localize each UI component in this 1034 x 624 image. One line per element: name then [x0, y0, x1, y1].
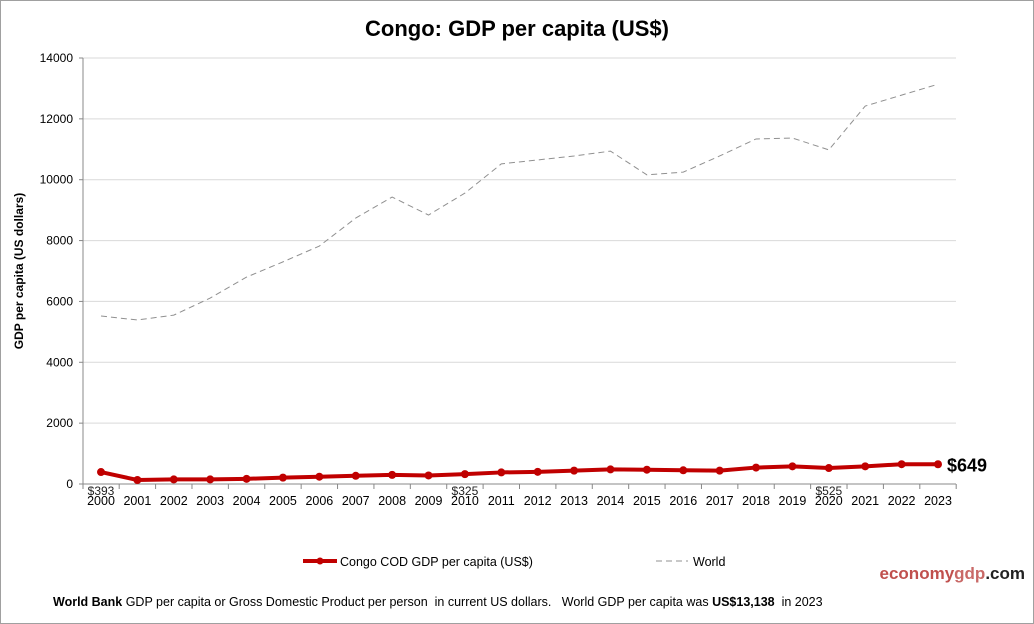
y-tick-label: 4000: [46, 355, 73, 369]
data-point-congo: [315, 472, 324, 481]
x-tick-label: 2012: [524, 494, 552, 508]
data-point-congo: [278, 473, 287, 482]
x-tick-label: 2003: [196, 494, 224, 508]
x-tick-label: 2002: [160, 494, 188, 508]
y-tick-label: 0: [66, 477, 73, 491]
data-point-congo: [715, 466, 724, 475]
y-tick-label: 8000: [46, 234, 73, 248]
data-point-congo: [861, 462, 870, 471]
data-label: $525: [815, 484, 842, 498]
x-tick-label: 2015: [633, 494, 661, 508]
x-tick-label: 2008: [378, 494, 406, 508]
data-point-congo: [570, 466, 579, 475]
data-point-congo: [424, 471, 433, 480]
brand-logo: economygdp.com: [880, 564, 1025, 584]
x-tick-label: 2010: [451, 494, 479, 508]
y-tick-label: 14000: [40, 51, 74, 65]
x-tick-label: 2011: [488, 494, 515, 508]
footer-text: in 2023: [774, 595, 823, 609]
chart-title: Congo: GDP per capita (US$): [365, 16, 669, 41]
data-point-congo: [206, 475, 215, 484]
data-point-congo: [497, 468, 506, 477]
data-point-congo: [897, 460, 906, 469]
data-point-congo: [788, 462, 797, 471]
footer-value: US$13,138: [712, 595, 775, 609]
data-point-congo: [934, 460, 942, 469]
data-point-congo: [533, 467, 542, 476]
data-point-congo: [133, 476, 142, 485]
x-tick-label: 2019: [779, 494, 807, 508]
legend-label-congo: Congo COD GDP per capita (US$): [340, 555, 533, 569]
data-label-last: $649: [947, 455, 987, 475]
data-point-congo: [606, 465, 615, 474]
x-tick-label: 2016: [669, 494, 697, 508]
data-point-congo: [460, 470, 469, 479]
y-tick-label: 6000: [46, 294, 73, 308]
footer-note: World Bank GDP per capita or Gross Domes…: [53, 595, 823, 609]
x-tick-label: 2013: [560, 494, 588, 508]
data-label: $325: [452, 484, 479, 498]
y-axis-label: GDP per capita (US dollars): [12, 193, 26, 350]
data-label: $393: [88, 484, 115, 498]
data-point-congo: [752, 463, 761, 472]
data-point-congo: [642, 465, 651, 474]
y-tick-label: 10000: [40, 173, 74, 187]
y-tick-label: 2000: [46, 416, 73, 430]
y-tick-label: 12000: [40, 112, 74, 126]
footer-source: World Bank: [53, 595, 123, 609]
brand-part: gdp: [954, 564, 986, 583]
x-tick-label: 2017: [706, 494, 734, 508]
x-tick-label: 2004: [233, 494, 261, 508]
x-tick-label: 2023: [924, 494, 952, 508]
x-tick-label: 2009: [415, 494, 443, 508]
x-tick-label: 2022: [888, 494, 916, 508]
x-tick-label: 2006: [305, 494, 333, 508]
x-tick-label: 2021: [851, 494, 879, 508]
brand-part: .com: [985, 564, 1025, 583]
x-tick-label: 2007: [342, 494, 370, 508]
x-tick-label: 2005: [269, 494, 297, 508]
legend-marker-congo: [316, 557, 324, 565]
x-tick-label: 2001: [123, 494, 151, 508]
data-point-congo: [388, 470, 397, 479]
series-line-congo: [100, 462, 939, 483]
legend-label-world: World: [693, 555, 725, 569]
x-tick-label: 2018: [742, 494, 770, 508]
data-point-congo: [679, 466, 688, 475]
data-point-congo: [351, 471, 360, 480]
data-point-congo: [97, 468, 105, 477]
x-tick-label: 2000: [87, 494, 115, 508]
data-point-congo: [169, 475, 178, 484]
data-point-congo: [242, 474, 251, 483]
x-tick-label: 2020: [815, 494, 843, 508]
footer-text: GDP per capita or Gross Domestic Product…: [122, 595, 713, 609]
data-point-congo: [824, 464, 833, 473]
x-tick-label: 2014: [597, 494, 625, 508]
brand-part: economy: [879, 564, 955, 583]
series-line-world: [100, 83, 939, 321]
